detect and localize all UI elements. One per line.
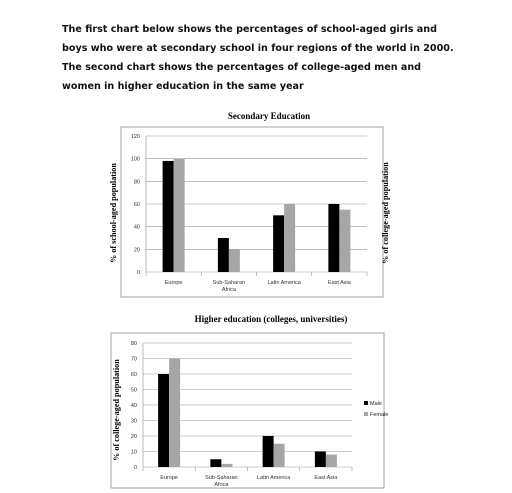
legend-label-male: Male: [370, 401, 382, 407]
chart2-frame: [110, 332, 385, 489]
legend-label-female: Female: [370, 412, 388, 418]
chart0-category-label: Latin America: [267, 280, 301, 286]
chart2-title: Higher education (colleges, universities…: [195, 314, 348, 324]
chart0-bar-series1: [162, 160, 174, 272]
chart0-ytick-label: 40: [134, 225, 140, 231]
chart1-title: Secondary Education: [228, 111, 310, 121]
chart1-bar-series2: [169, 358, 181, 467]
chart0-bar-series2: [173, 158, 185, 272]
chart0-category-label: Sub-Saharan: [213, 280, 245, 286]
chart0-bar-series2: [284, 204, 296, 272]
chart1-ytick-label: 20: [131, 434, 137, 440]
chart2-ylabel: % of college-aged population: [112, 359, 121, 461]
chart1-category-label: Sub-Saharan: [205, 475, 237, 481]
chart0-category-label: Africa: [222, 287, 237, 293]
chart1-ytick-label: 30: [131, 419, 137, 425]
chart2-legend: Male Female: [364, 401, 388, 418]
question-prompt: The first chart below shows the percenta…: [62, 24, 454, 92]
chart1-category-label: Europe: [160, 475, 178, 481]
chart0-bar-series1: [273, 215, 285, 272]
chart1-bar-series1: [158, 374, 170, 467]
chart0-bar-series1: [328, 204, 340, 272]
chart1-ylabel-right: % of college-aged population: [381, 162, 390, 264]
chart1-bar-series2: [221, 463, 233, 467]
chart0-ytick-label: 120: [131, 134, 140, 140]
chart1-bar-series1: [314, 451, 326, 467]
chart1-bar-series2: [273, 443, 285, 467]
chart1-ytick-label: 60: [131, 372, 137, 378]
chart1-ylabel: % of school-aged population: [109, 163, 118, 263]
chart1-ytick-label: 10: [131, 450, 137, 456]
chart0-ytick-label: 60: [134, 202, 140, 208]
chart1-category-label: East Asia: [314, 475, 338, 481]
legend-swatch-female: [364, 412, 368, 416]
chart0-ytick-label: 0: [137, 270, 140, 276]
chart0-category-label: East Asia: [328, 280, 352, 286]
chart0-ytick-label: 20: [134, 247, 140, 253]
chart1-category-label: Latin America: [257, 475, 291, 481]
chart2-plot-area: 0 10 20 30 40 50 60 70 80 Europe Sub-SaharanAfrica…: [131, 341, 353, 488]
chart0-bar-series2: [339, 209, 351, 272]
legend-swatch-male: [364, 401, 368, 405]
chart1-frame: [120, 126, 384, 298]
chart1-bar-series2: [325, 454, 337, 467]
chart1-ytick-label: 40: [131, 403, 137, 409]
chart0-ytick-label: 80: [134, 179, 140, 185]
chart0-category-label: Europe: [165, 280, 183, 286]
chart1-ytick-label: 70: [131, 357, 137, 363]
chart1-ytick-label: 50: [131, 388, 137, 394]
chart0-bar-series1: [217, 238, 229, 272]
chart1-ytick-label: 80: [131, 341, 137, 347]
chart1-ytick-label: 0: [134, 465, 137, 471]
chart0-ytick-label: 100: [131, 157, 140, 163]
chart1-category-label: Africa: [214, 482, 229, 488]
chart1-bar-series1: [210, 459, 222, 467]
chart1-bar-series1: [262, 436, 274, 467]
chart0-bar-series2: [228, 249, 240, 272]
